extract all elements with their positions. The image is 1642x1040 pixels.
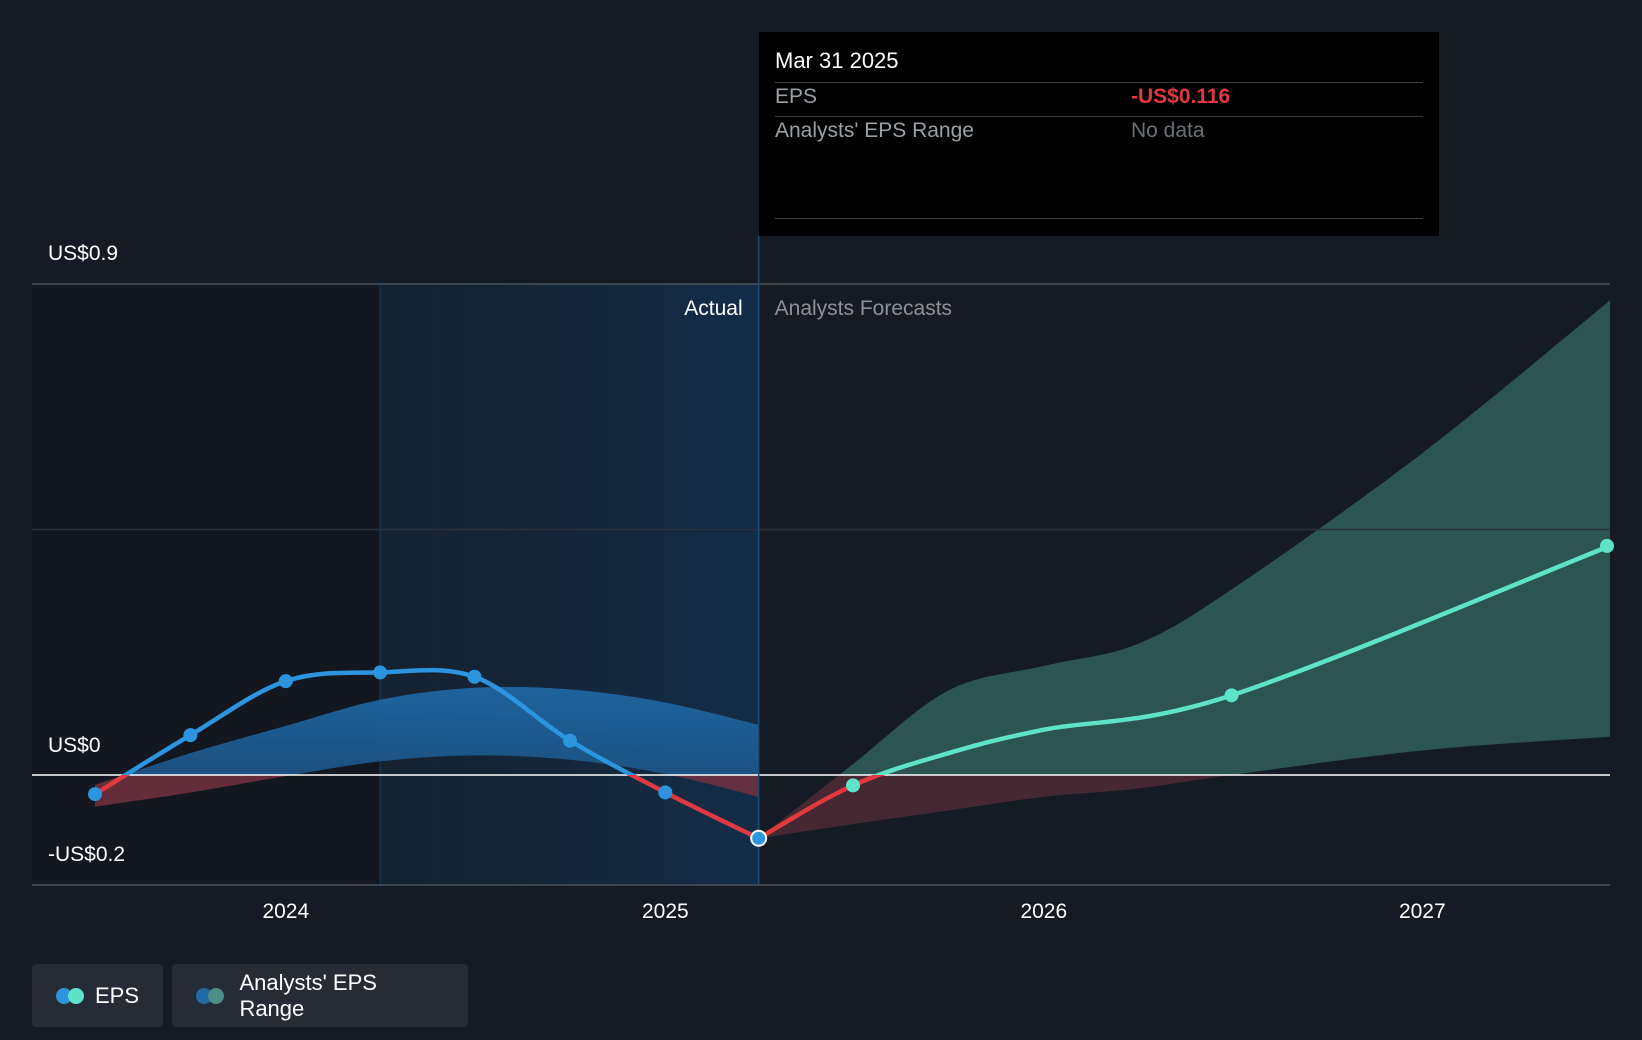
x-tick-label: 2024 [262, 900, 309, 923]
tooltip: Mar 31 2025 EPS -US$0.116 Analysts' EPS … [759, 32, 1439, 236]
x-tick-label: 2026 [1020, 900, 1067, 923]
legend-eps-label: EPS [94, 982, 139, 1008]
eps-actual-point [467, 669, 482, 684]
x-tick-label: 2027 [1399, 900, 1446, 923]
y-tick-label: US$0.9 [48, 242, 118, 265]
eps-actual-point [88, 787, 102, 802]
tooltip-date: Mar 31 2025 [775, 48, 899, 73]
actual-region-label: Actual [684, 297, 742, 320]
eps-range-band-past [124, 686, 759, 775]
eps-legend-icon [56, 987, 84, 1004]
y-tick-label: US$0 [48, 734, 101, 757]
eps-actual-point [658, 785, 673, 800]
range-legend-icon [196, 987, 225, 1004]
eps-actual-point [278, 674, 293, 689]
eps-range-band-forecast [839, 300, 1610, 775]
eps-actual-line [121, 667, 637, 775]
eps-actual-point [373, 665, 388, 680]
eps-forecast-point [1224, 688, 1239, 703]
x-tick-label: 2025 [642, 900, 689, 923]
eps-range-band-forecast-negative [758, 775, 1232, 839]
tooltip-divider [775, 116, 1423, 117]
past-region-bg [32, 284, 381, 885]
forecast-region-label: Analysts Forecasts [775, 297, 952, 320]
eps-actual-point [750, 829, 768, 847]
actual-highlight-region [380, 284, 759, 885]
eps-range-band-past-negative [95, 775, 759, 807]
tooltip-eps-label: EPS [775, 85, 818, 108]
eps-forecast-point [846, 778, 861, 793]
tooltip-divider [775, 218, 1423, 219]
eps-actual-point [183, 728, 198, 743]
tooltip-divider [775, 82, 1423, 83]
eps-forecast-line [872, 543, 1611, 775]
legend-eps-range[interactable]: Analysts' EPS Range [172, 964, 468, 1027]
eps-forecast-point [1600, 538, 1614, 553]
legend-range-label: Analysts' EPS Range [239, 969, 377, 1021]
eps-actual-point [562, 733, 577, 748]
legend-eps[interactable]: EPS [32, 964, 163, 1027]
tooltip-range-label: Analysts' EPS Range [775, 119, 974, 142]
y-tick-label: -US$0.2 [48, 843, 125, 866]
tooltip-eps-value: -US$0.116 [1131, 85, 1231, 108]
tooltip-range-value: No data [1131, 119, 1205, 142]
eps-actual-line-negative [93, 775, 760, 841]
